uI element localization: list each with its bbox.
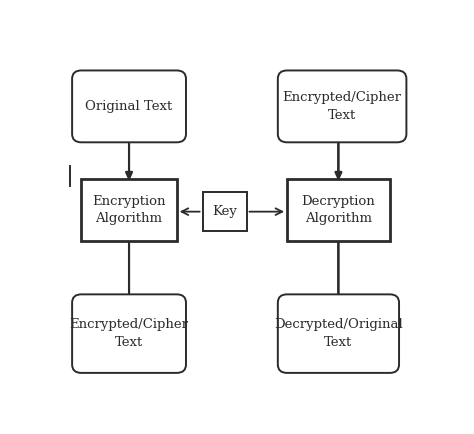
- FancyBboxPatch shape: [72, 70, 186, 142]
- FancyArrow shape: [335, 134, 342, 179]
- FancyBboxPatch shape: [72, 294, 186, 373]
- Text: Encryption
Algorithm: Encryption Algorithm: [92, 195, 166, 225]
- Text: Original Text: Original Text: [85, 100, 173, 113]
- FancyBboxPatch shape: [278, 294, 399, 373]
- FancyBboxPatch shape: [82, 179, 177, 241]
- Text: Decryption
Algorithm: Decryption Algorithm: [301, 195, 375, 225]
- FancyBboxPatch shape: [278, 70, 406, 142]
- FancyBboxPatch shape: [202, 192, 246, 231]
- Text: Key: Key: [212, 205, 237, 218]
- FancyArrow shape: [335, 241, 342, 303]
- Text: Decrypted/Original
Text: Decrypted/Original Text: [274, 319, 403, 349]
- FancyArrow shape: [126, 241, 132, 303]
- Text: Encrypted/Cipher
Text: Encrypted/Cipher Text: [70, 319, 189, 349]
- FancyArrow shape: [126, 134, 132, 179]
- FancyBboxPatch shape: [287, 179, 390, 241]
- Text: Encrypted/Cipher
Text: Encrypted/Cipher Text: [283, 91, 401, 122]
